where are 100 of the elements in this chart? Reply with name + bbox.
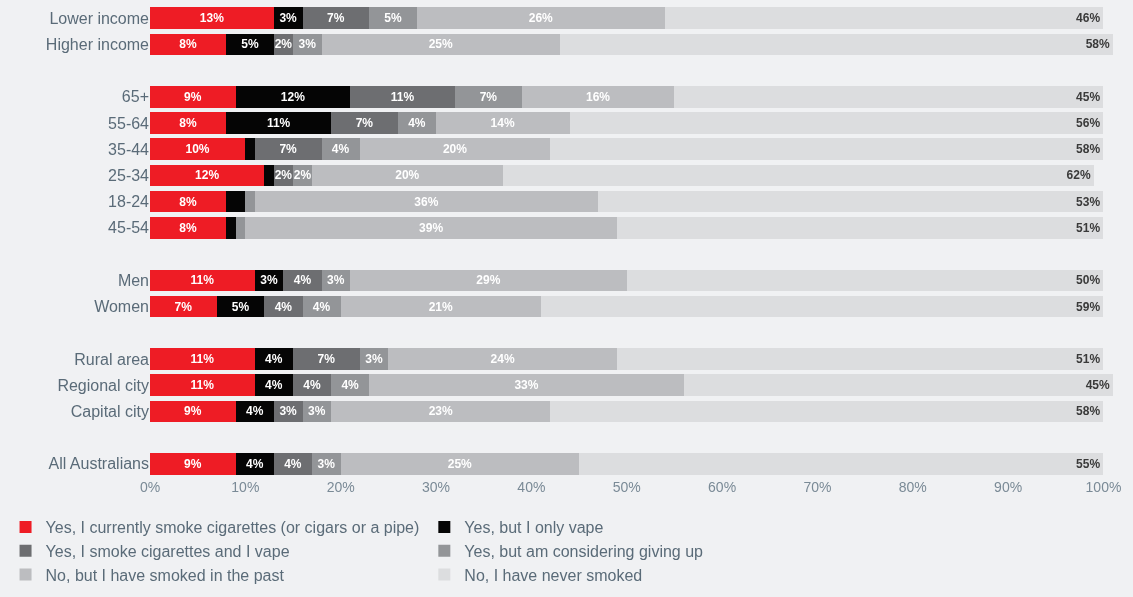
data-label: 9%	[184, 456, 202, 471]
bar	[235, 217, 246, 239]
data-label: 4%	[341, 378, 360, 393]
data-label: 3%	[279, 404, 298, 419]
y-tick-label: 18-24	[108, 193, 150, 211]
bar	[626, 269, 1104, 292]
bar	[683, 374, 1113, 396]
data-label: 11%	[190, 378, 215, 393]
y-tick-label: Higher income	[45, 35, 150, 53]
bar	[617, 348, 1104, 370]
bar	[264, 164, 274, 187]
data-label: 62%	[1066, 168, 1091, 183]
data-label: 8%	[179, 116, 197, 130]
data-label: 5%	[384, 11, 402, 26]
x-tick-label: 90%	[994, 479, 1023, 495]
bar	[254, 138, 322, 160]
bar	[150, 400, 236, 423]
data-label: 5%	[231, 299, 250, 314]
data-label: 23%	[428, 404, 453, 419]
y-tick-label: 25-34	[108, 167, 150, 185]
data-label: 4%	[408, 116, 426, 130]
bar	[569, 112, 1104, 134]
bar	[436, 112, 570, 134]
bar	[664, 7, 1104, 29]
data-label: 12%	[195, 168, 220, 183]
data-label: 4%	[274, 299, 293, 314]
bar	[579, 453, 1104, 475]
bar	[245, 190, 255, 213]
data-label: 59%	[1076, 299, 1101, 314]
data-label: 46%	[1076, 11, 1101, 26]
legend-label: Yes, but am considering giving up	[464, 542, 704, 560]
legend-label: Yes, I smoke cigarettes and I vape	[45, 542, 290, 560]
data-label: 3%	[298, 37, 317, 52]
data-label: 53%	[1076, 194, 1101, 209]
bar	[150, 190, 227, 213]
y-tick-label: All Australians	[48, 455, 149, 473]
bar	[150, 453, 236, 475]
x-tick-label: 80%	[898, 479, 927, 495]
data-label: 33%	[514, 378, 539, 393]
bar	[245, 217, 618, 239]
bar	[502, 164, 1094, 187]
data-label: 9%	[184, 89, 202, 104]
data-label: 4%	[265, 378, 283, 393]
bar	[331, 112, 398, 134]
bar	[455, 86, 522, 108]
x-tick-label: 50%	[612, 479, 641, 495]
bar	[254, 190, 599, 213]
data-label: 4%	[331, 142, 350, 157]
bar	[321, 33, 560, 56]
data-label: 16%	[585, 89, 611, 104]
data-label: 4%	[246, 456, 264, 471]
legend-label: Yes, but I only vape	[464, 519, 604, 537]
bar	[150, 217, 227, 239]
x-tick-label: 100%	[1085, 479, 1122, 495]
x-tick-label: 40%	[517, 479, 546, 495]
data-label: 3%	[260, 273, 279, 288]
data-label: 3%	[308, 404, 326, 419]
bar	[350, 269, 627, 292]
data-label: 7%	[317, 352, 336, 366]
data-label: 2%	[274, 168, 293, 183]
data-label: 4%	[265, 352, 283, 366]
data-label: 4%	[246, 404, 264, 419]
bar	[369, 7, 417, 29]
data-label: 25%	[428, 37, 453, 52]
bar	[226, 217, 236, 239]
x-tick-label: 30%	[422, 479, 451, 495]
y-tick-label: 35-44	[108, 140, 150, 158]
data-label: 11%	[390, 89, 415, 104]
y-tick-label: Women	[94, 298, 149, 316]
bar	[388, 348, 618, 370]
data-label: 4%	[284, 456, 302, 471]
x-tick-label: 0%	[139, 479, 161, 495]
bar	[226, 112, 332, 134]
data-label: 13%	[199, 11, 225, 26]
data-label: 51%	[1076, 352, 1101, 366]
data-label: 29%	[476, 273, 501, 288]
bar	[331, 400, 551, 423]
data-label: 36%	[414, 194, 439, 209]
bar	[150, 164, 265, 187]
x-tick-label: 20%	[326, 479, 355, 495]
bar	[540, 295, 1104, 318]
bar	[340, 295, 541, 318]
data-label: 45%	[1085, 378, 1110, 393]
bar	[521, 86, 675, 108]
bar	[416, 7, 665, 29]
legend-label: No, I have never smoked	[464, 566, 643, 584]
data-label: 45%	[1076, 89, 1101, 104]
data-label: 4%	[303, 378, 321, 393]
data-label: 39%	[419, 220, 444, 235]
bar	[359, 138, 551, 160]
data-label: 3%	[327, 273, 345, 288]
data-label: 7%	[279, 142, 298, 157]
y-tick-label: Rural area	[74, 350, 150, 368]
bar	[302, 7, 370, 29]
bar	[550, 138, 1104, 160]
bar	[235, 86, 351, 108]
data-label: 20%	[442, 142, 468, 157]
y-tick-label: Capital city	[70, 403, 149, 421]
data-label: 8%	[179, 220, 197, 235]
data-label: 10%	[185, 142, 210, 157]
